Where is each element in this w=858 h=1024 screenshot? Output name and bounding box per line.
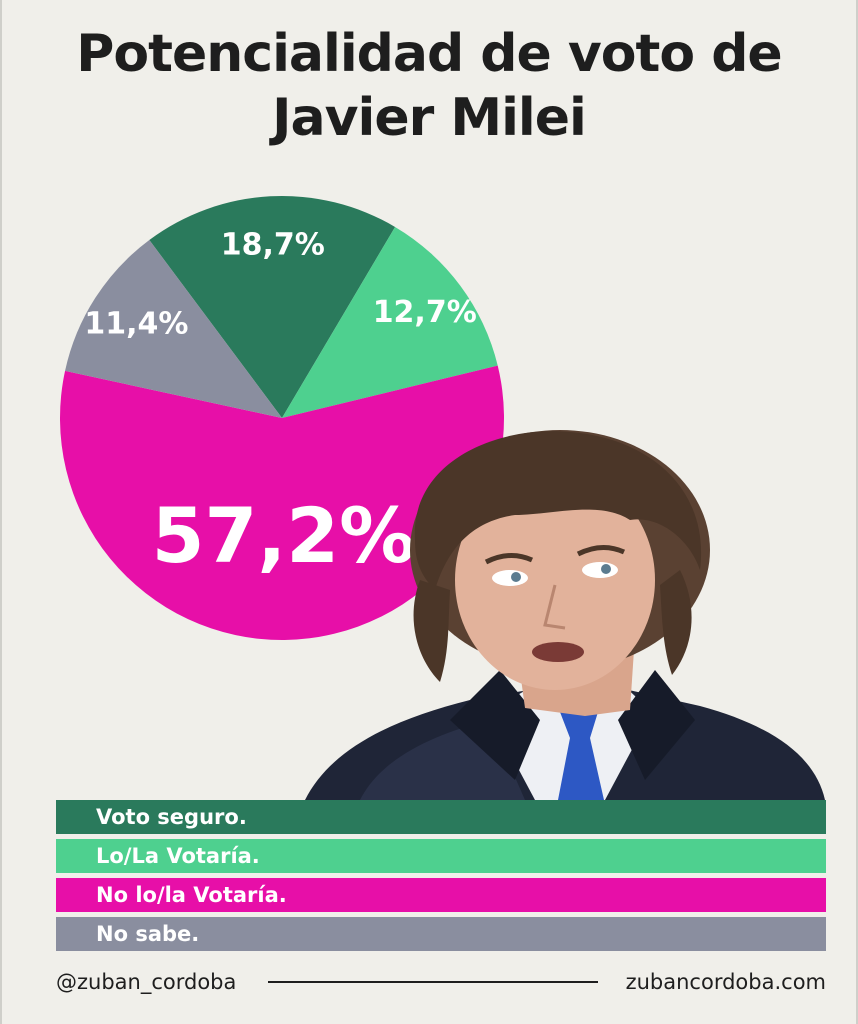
pie-chart: 18,7% 12,7% 57,2% 11,4% xyxy=(60,196,504,640)
footer-divider xyxy=(268,981,598,983)
legend-item-no-sabe: No sabe. xyxy=(56,917,826,951)
pie-slice-voto-seguro xyxy=(149,196,396,418)
footer: @zuban_cordoba zubancordoba.com xyxy=(56,965,826,999)
title-line-1: Potencialidad de voto de xyxy=(76,24,782,84)
legend-label: No lo/la Votaría. xyxy=(96,883,287,907)
social-handle: @zuban_cordoba xyxy=(56,970,237,994)
legend-item-voto-seguro: Voto seguro. xyxy=(56,800,826,834)
pie-label-no-lo-la-votaria: 57,2% xyxy=(152,491,416,580)
legend-item-lo-la-votaria: Lo/La Votaría. xyxy=(56,839,826,873)
pie-label-no-sabe: 11,4% xyxy=(84,307,188,342)
legend-label: Voto seguro. xyxy=(96,805,247,829)
right-border xyxy=(856,0,858,1024)
pie-slices xyxy=(60,196,504,640)
legend-item-no-lo-la-votaria: No lo/la Votaría. xyxy=(56,878,826,912)
pie-slice-no-sabe xyxy=(65,240,282,418)
pie-label-voto-seguro: 18,7% xyxy=(221,228,325,263)
legend: Voto seguro. Lo/La Votaría. No lo/la Vot… xyxy=(56,800,826,956)
pie-labels: 18,7% 12,7% 57,2% 11,4% xyxy=(84,228,476,581)
pie-slice-lo-la-votaria xyxy=(282,226,498,418)
legend-label: Lo/La Votaría. xyxy=(96,844,260,868)
website-link[interactable]: zubancordoba.com xyxy=(625,970,826,994)
left-border xyxy=(0,0,2,1024)
pie-slice-no-lo-la-votaria xyxy=(60,365,504,640)
pie-label-lo-la-votaria: 12,7% xyxy=(373,295,477,330)
title-line-2: Javier Milei xyxy=(272,88,587,148)
page-title: Potencialidad de voto de Javier Milei xyxy=(20,22,838,150)
person-photo xyxy=(305,430,825,800)
legend-label: No sabe. xyxy=(96,922,200,946)
